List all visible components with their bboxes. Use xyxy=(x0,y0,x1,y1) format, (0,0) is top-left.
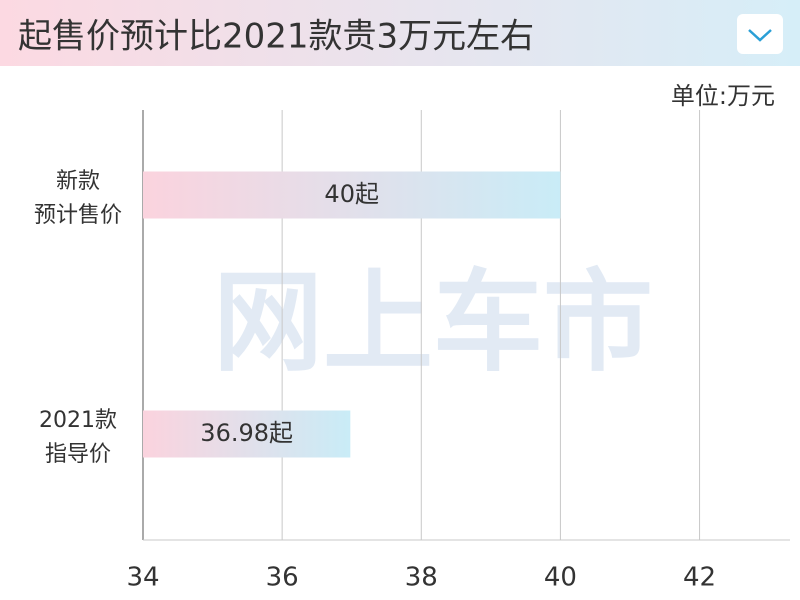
chevron[interactable] xyxy=(748,29,772,42)
value-label: 36.98起 xyxy=(200,419,293,447)
chart-title: 起售价预计比2021款贵3万元左右 xyxy=(18,17,534,57)
category-label: 2021款指导价 xyxy=(39,408,117,467)
unit-label: 单位:万元 xyxy=(671,82,775,110)
category-label: 新款预计售价 xyxy=(34,169,122,228)
header-bg xyxy=(0,0,800,66)
value-label: 40起 xyxy=(324,180,379,208)
dropdown-button[interactable] xyxy=(737,14,783,54)
dropdown-box[interactable] xyxy=(737,14,783,54)
x-tick-label: 34 xyxy=(126,563,159,593)
bar xyxy=(143,410,351,458)
x-tick-label: 40 xyxy=(544,563,577,593)
bar xyxy=(143,171,561,219)
x-tick-label: 38 xyxy=(405,563,438,593)
watermark: 网上车市 xyxy=(213,258,653,386)
x-tick-label: 36 xyxy=(266,563,299,593)
x-tick-label: 42 xyxy=(683,563,716,593)
